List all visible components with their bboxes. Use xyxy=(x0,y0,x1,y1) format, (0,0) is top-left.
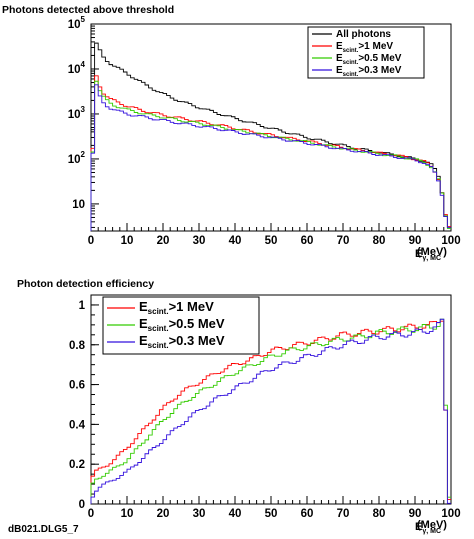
y-tick-label: 105 xyxy=(68,15,86,31)
x-tick-label: 10 xyxy=(121,508,134,520)
x-tick-label: 100 xyxy=(441,235,460,247)
x-tick-label: 30 xyxy=(193,508,206,520)
x-tick-label: 20 xyxy=(157,508,170,520)
y-tick-label: 103 xyxy=(68,105,86,121)
x-tick-label: 0 xyxy=(88,235,94,247)
x-tick-label: 60 xyxy=(301,235,314,247)
series-line xyxy=(90,80,451,231)
y-tick-label: 10 xyxy=(72,199,85,211)
x-tick-label: 10 xyxy=(121,235,134,247)
legend-entry: Escint.>0.3 MeV xyxy=(139,333,225,350)
x-tick-label: 80 xyxy=(373,508,386,520)
y-tick-label: 0.4 xyxy=(69,419,86,431)
legend-entry: Escint.>1 MeV xyxy=(139,299,214,316)
y-tick-label: 102 xyxy=(68,150,86,166)
x-tick-label: 90 xyxy=(409,508,422,520)
series-line xyxy=(90,320,451,504)
series-line xyxy=(90,42,451,231)
x-tick-label: 50 xyxy=(265,235,278,247)
y-tick-label: 0.6 xyxy=(69,380,85,392)
photons-panel-title: Photons detected above threshold xyxy=(2,4,174,16)
y-tick-label: 0.8 xyxy=(69,340,86,352)
x-axis-unit: (MeV) xyxy=(417,519,447,531)
legend-entry: Escint.>0.5 MeV xyxy=(139,316,225,333)
x-tick-label: 70 xyxy=(337,508,350,520)
legend-entry: Escint.>1 MeV xyxy=(336,41,393,54)
x-axis-label: Eγ, MC xyxy=(415,248,441,262)
efficiency-panel-title: Photon detection efficiency xyxy=(17,278,154,290)
series-line xyxy=(90,84,451,231)
footer-label: dB021.DLG5_7 xyxy=(8,524,79,535)
legend-entry: All photons xyxy=(336,29,391,40)
legend-entry: Escint.>0.3 MeV xyxy=(336,65,402,78)
x-tick-label: 40 xyxy=(229,508,242,520)
efficiency-panel: Photon detection efficiency 0 10 20 30 40 50 6… xyxy=(17,278,461,535)
y-tick-label: 0.2 xyxy=(69,459,85,471)
x-tick-label: 40 xyxy=(229,235,242,247)
x-tick-label: 20 xyxy=(157,235,170,247)
photons-detected-panel: Photons detected above threshold 0 10 20 30… xyxy=(2,4,461,262)
legend-entry: Escint.>0.5 MeV xyxy=(336,53,402,66)
x-tick-label: 50 xyxy=(265,508,278,520)
x-tick-label: 0 xyxy=(88,508,94,520)
y-tick-label: 104 xyxy=(68,60,86,76)
x-tick-label: 100 xyxy=(441,508,460,520)
y-tick-label: 0 xyxy=(79,499,85,511)
x-tick-label: 80 xyxy=(373,235,386,247)
x-tick-label: 70 xyxy=(337,235,350,247)
x-axis-unit: (MeV) xyxy=(417,246,447,258)
x-tick-label: 60 xyxy=(301,508,314,520)
x-tick-label: 90 xyxy=(409,235,422,247)
series-line xyxy=(90,318,451,504)
series-line xyxy=(90,75,451,231)
x-tick-label: 30 xyxy=(193,235,206,247)
y-tick-label: 1 xyxy=(79,300,86,312)
x-axis-label: Eγ, MC xyxy=(415,521,441,535)
